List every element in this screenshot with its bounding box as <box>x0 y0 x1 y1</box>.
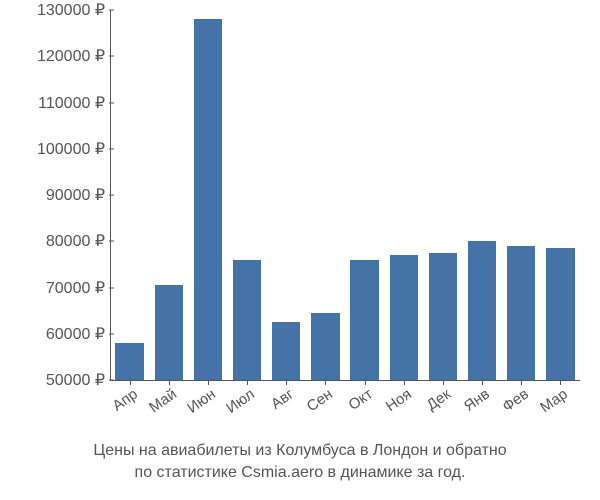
bar <box>311 313 339 380</box>
x-tick-label: Мар <box>537 386 571 417</box>
y-tick-label: 80000 ₽ <box>46 231 105 251</box>
x-tick-label: Июн <box>184 386 219 417</box>
x-axis-labels: АпрМайИюнИюл Авг Сен Окт Ноя Дек ЯнвФевМар <box>110 384 580 434</box>
x-tick-label: Май <box>146 386 180 417</box>
x-tick-label: Окт <box>345 386 375 414</box>
caption-line-1: Цены на авиабилеты из Колумбуса в Лондон… <box>93 442 506 459</box>
bar <box>155 285 183 380</box>
x-tick-label: Фев <box>500 386 532 416</box>
bar <box>546 248 574 380</box>
x-tick-label: Апр <box>109 386 140 415</box>
y-tick-label: 90000 ₽ <box>46 185 105 205</box>
y-tick-label: 50000 ₽ <box>46 370 105 390</box>
bar <box>350 260 378 380</box>
x-tick-label: Ноя <box>383 386 415 416</box>
y-axis: 50000 ₽60000 ₽70000 ₽80000 ₽90000 ₽10000… <box>0 10 105 380</box>
y-tick-label: 120000 ₽ <box>37 46 105 66</box>
y-tick-label: 130000 ₽ <box>37 0 105 20</box>
x-tick-label: Авг <box>268 386 297 413</box>
bar <box>429 253 457 380</box>
x-tick-label: Июл <box>223 386 258 417</box>
x-axis-line <box>110 380 580 381</box>
bar <box>115 343 143 380</box>
x-tick-label: Дек <box>423 386 453 414</box>
bar <box>390 255 418 380</box>
bar <box>272 322 300 380</box>
y-tick-label: 70000 ₽ <box>46 278 105 298</box>
chart-caption: Цены на авиабилеты из Колумбуса в Лондон… <box>0 440 600 483</box>
bars <box>110 10 580 380</box>
price-chart: 50000 ₽ 60000 ₽ 70000 ₽ 80000 ₽ 90000 ₽ 10000… <box>0 0 600 500</box>
bar <box>468 241 496 380</box>
plot-area <box>110 10 580 380</box>
bar <box>233 260 261 380</box>
y-tick-label: 100000 ₽ <box>37 139 105 159</box>
y-tick-label: 60000 ₽ <box>46 324 105 344</box>
bar <box>507 246 535 380</box>
x-tick-label: Сен <box>304 386 336 416</box>
x-tick-label: Янв <box>461 386 493 415</box>
caption-line-2: по статистике Csmia.aero в динамике за г… <box>135 464 466 481</box>
y-tick-label: 110000 ₽ <box>38 93 105 113</box>
bar <box>194 19 222 380</box>
